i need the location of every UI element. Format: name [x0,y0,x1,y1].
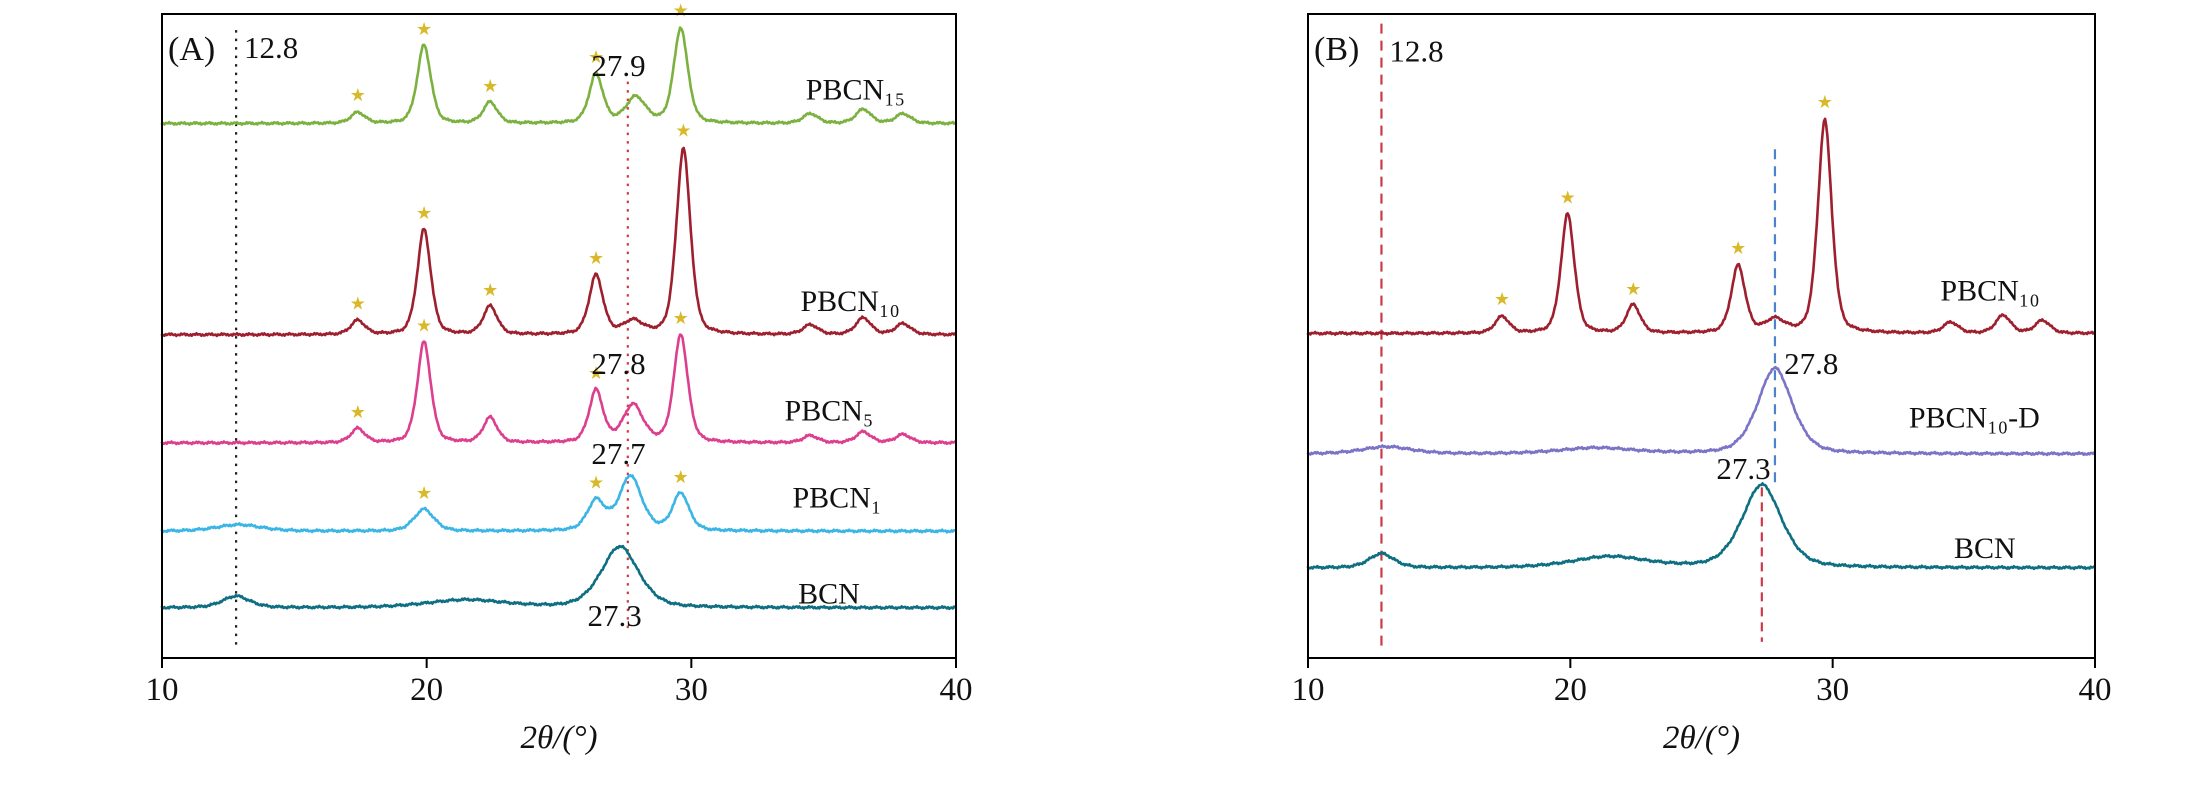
star-icon: ★ [1625,279,1641,299]
series-label: PBCN₅ [785,394,874,427]
peak-annotation: 12.8 [244,30,298,65]
star-icon: ★ [416,483,432,503]
series-label: PBCN₁₀ [800,285,899,318]
xrd-curve-pbcn [160,146,957,338]
star-icon: ★ [673,1,689,21]
plot-frame [161,13,957,659]
xrd-curve-pbcn [160,474,957,534]
star-icon: ★ [482,280,498,300]
series-label: PBCN₁₀ [1940,275,2039,308]
xrd-curve-bcn [160,544,957,611]
peak-annotation: 27.9 [591,48,645,83]
series-label: PBCN₁ [792,481,881,514]
peak-annotation: 27.8 [591,346,645,381]
star-icon: ★ [588,47,604,67]
series-label: BCN [1954,532,2016,565]
x-tick-label: 10 [146,672,179,708]
x-tick-label: 20 [1554,672,1587,708]
xrd-curve-pbcnd [1306,365,2096,457]
star-icon: ★ [673,308,689,328]
x-axis-label: 2θ/(°) [520,720,597,756]
peak-annotation: 12.8 [1389,34,1443,69]
x-tick-label: 30 [675,672,708,708]
star-icon: ★ [1494,289,1510,309]
star-icon: ★ [675,121,691,141]
star-icon: ★ [416,203,432,223]
star-icon: ★ [350,402,366,422]
xrd-curve-pbcn [160,333,957,446]
series-label: PBCN₁₅ [806,74,905,107]
x-tick-label: 10 [1292,672,1325,708]
xrd-curve-pbcn [160,26,957,126]
peak-annotation: 27.3 [1716,451,1770,486]
star-icon: ★ [1730,238,1746,258]
star-icon: ★ [588,248,604,268]
star-icon: ★ [350,85,366,105]
star-icon: ★ [482,76,498,96]
x-tick-label: 40 [940,672,973,708]
peak-annotation: 27.3 [587,598,641,633]
panel-label: (A) [168,31,215,68]
star-icon: ★ [1817,92,1833,112]
star-icon: ★ [588,473,604,493]
plot-frame [1307,13,2096,659]
x-tick-label: 30 [1816,672,1849,708]
x-tick-label: 40 [2079,672,2112,708]
star-icon: ★ [416,316,432,336]
x-tick-label: 20 [410,672,443,708]
panel-label: (B) [1314,31,1359,68]
peak-annotation: 27.8 [1784,346,1838,381]
star-icon: ★ [350,293,366,313]
star-icon: ★ [416,19,432,39]
star-icon: ★ [673,467,689,487]
xrd-curve-pbcn [1306,117,2096,336]
series-label: BCN [798,577,860,610]
xrd-curve-bcn [1306,482,2096,571]
star-icon: ★ [1560,187,1576,207]
peak-annotation: 27.7 [591,436,645,471]
x-axis-label: 2θ/(°) [1663,720,1740,756]
series-label: PBCN₁₀-D [1909,401,2040,434]
star-icon: ★ [588,363,604,383]
